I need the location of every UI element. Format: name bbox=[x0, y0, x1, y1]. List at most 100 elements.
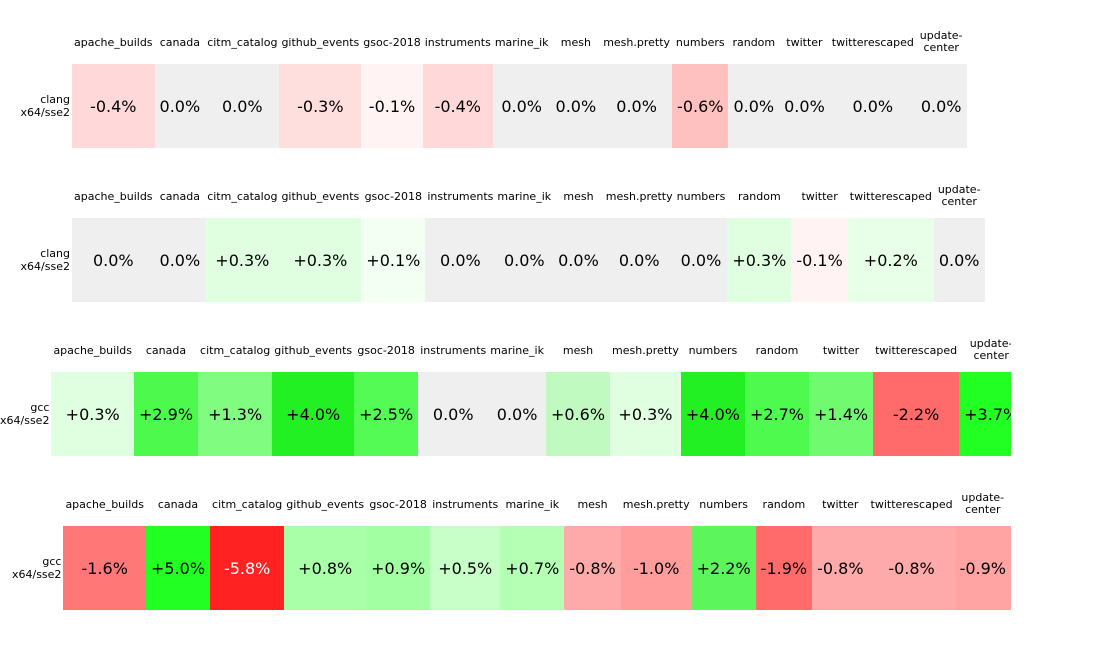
value-row: gcc x64/sse2 -1.6% +5.0% -5.8% +0.8% +0.9% +0.… bbox=[0, 526, 1011, 610]
column-header: gsoc-2018 bbox=[364, 189, 423, 203]
cell: 0.0% bbox=[488, 372, 546, 456]
cell: +0.1% bbox=[361, 218, 426, 302]
cell: +0.2% bbox=[847, 218, 934, 302]
header-row: apache_builds canada citm_catalog github_ev… bbox=[0, 30, 967, 64]
cell: +2.7% bbox=[744, 372, 810, 456]
cell: -0.4% bbox=[72, 64, 155, 148]
column-header: citm_catalog bbox=[200, 343, 271, 357]
cell: 0.0% bbox=[550, 64, 602, 148]
cell: -0.9% bbox=[954, 526, 1011, 610]
column-header: canada bbox=[145, 343, 187, 357]
cell: 0.0% bbox=[495, 218, 554, 302]
column-header: update-center bbox=[961, 491, 1005, 516]
column-header: random bbox=[732, 35, 776, 49]
column-header: mesh.pretty bbox=[612, 343, 679, 357]
corner bbox=[0, 30, 72, 64]
header-row: apache_builds canada citm_catalog github_ev… bbox=[0, 184, 985, 218]
column-header: gsoc-2018 bbox=[369, 497, 427, 511]
column-header: numbers bbox=[688, 343, 738, 357]
cell: 0.0% bbox=[205, 64, 280, 148]
cell: 0.0% bbox=[601, 64, 673, 148]
cell: 0.0% bbox=[492, 64, 551, 148]
cell: -1.9% bbox=[755, 526, 813, 610]
cell: +0.5% bbox=[430, 526, 501, 610]
cell: +2.2% bbox=[691, 526, 756, 610]
column-header: apache_builds bbox=[74, 189, 153, 203]
column-header: update-center bbox=[969, 337, 1011, 362]
cell: 0.0% bbox=[779, 64, 830, 148]
row-label: clang x64/sse2 bbox=[20, 93, 70, 119]
cell: -0.6% bbox=[672, 64, 729, 148]
column-header: twitter bbox=[822, 497, 859, 511]
corner bbox=[0, 492, 63, 526]
cell: 0.0% bbox=[154, 218, 206, 302]
row-label: gcc x64/sse2 bbox=[11, 555, 62, 581]
column-header: random bbox=[762, 497, 806, 511]
cell: -1.6% bbox=[63, 526, 146, 610]
column-header: instruments bbox=[432, 497, 499, 511]
cell: +0.3% bbox=[51, 372, 134, 456]
column-header: numbers bbox=[699, 497, 748, 511]
column-header: mesh bbox=[560, 35, 591, 49]
row-block: apache_builds canada citm_catalog github_ev… bbox=[0, 184, 985, 302]
cell: -2.2% bbox=[873, 372, 960, 456]
column-header: random bbox=[738, 189, 781, 203]
column-header: marine_ik bbox=[497, 189, 552, 203]
cell: -0.4% bbox=[422, 64, 493, 148]
header-row: apache_builds canada citm_catalog github_ev… bbox=[0, 492, 1011, 526]
column-header: twitterescaped bbox=[831, 35, 914, 49]
row-label: gcc x64/sse2 bbox=[0, 401, 50, 427]
cell: -0.8% bbox=[812, 526, 869, 610]
value-row: gcc x64/sse2 +0.3% +2.9% +1.3% +4.0% +2.5% 0.0… bbox=[0, 372, 1011, 456]
column-header: mesh bbox=[563, 189, 594, 203]
column-header: github_events bbox=[286, 497, 365, 511]
column-header: apache_builds bbox=[74, 35, 153, 49]
cell: +2.5% bbox=[354, 372, 419, 456]
cell: +0.7% bbox=[500, 526, 565, 610]
cell: +3.7% bbox=[959, 372, 1011, 456]
column-header: github_events bbox=[281, 35, 360, 49]
cell: +0.3% bbox=[279, 218, 362, 302]
column-header: marine_ik bbox=[490, 343, 544, 357]
column-header: canada bbox=[159, 35, 200, 49]
cell: 0.0% bbox=[728, 64, 780, 148]
column-header: mesh bbox=[577, 497, 608, 511]
column-header: citm_catalog bbox=[207, 189, 278, 203]
column-header: github_events bbox=[274, 343, 353, 357]
column-header: canada bbox=[159, 189, 200, 203]
column-header: twitter bbox=[801, 189, 838, 203]
column-header: update-center bbox=[937, 183, 981, 208]
column-header: citm_catalog bbox=[212, 497, 283, 511]
row-label: clang x64/sse2 bbox=[20, 247, 70, 273]
cell: 0.0% bbox=[915, 64, 967, 148]
cell: -0.1% bbox=[791, 218, 848, 302]
column-header: mesh.pretty bbox=[603, 35, 671, 49]
cell: +0.8% bbox=[284, 526, 367, 610]
column-header: apache_builds bbox=[65, 497, 144, 511]
cell: +0.3% bbox=[727, 218, 792, 302]
column-header: numbers bbox=[676, 189, 726, 203]
cell: +4.0% bbox=[272, 372, 355, 456]
header-row: apache_builds canada citm_catalog github_ev… bbox=[0, 338, 1011, 372]
cell: 0.0% bbox=[154, 64, 206, 148]
column-header: gsoc-2018 bbox=[357, 343, 415, 357]
cell: 0.0% bbox=[933, 218, 985, 302]
cell: -0.8% bbox=[564, 526, 621, 610]
heatmap: apache_builds canada citm_catalog github_ev… bbox=[0, 30, 1011, 646]
cell: -5.8% bbox=[210, 526, 285, 610]
corner bbox=[0, 338, 51, 372]
cell: 0.0% bbox=[674, 218, 728, 302]
row-block: apache_builds canada citm_catalog github_ev… bbox=[0, 30, 967, 148]
value-row: clang x64/sse2 0.0% 0.0% +0.3% +0.3% +0.1% 0.0… bbox=[0, 218, 985, 302]
cell: 0.0% bbox=[553, 218, 604, 302]
column-header: instruments bbox=[427, 189, 494, 203]
column-header: mesh.pretty bbox=[622, 497, 690, 511]
cell: -0.8% bbox=[868, 526, 955, 610]
cell: +4.0% bbox=[680, 372, 745, 456]
column-header: twitter bbox=[822, 343, 860, 357]
cell: -1.0% bbox=[620, 526, 692, 610]
cell: 0.0% bbox=[418, 372, 489, 456]
column-header: gsoc-2018 bbox=[363, 35, 421, 49]
column-header: update-center bbox=[919, 30, 963, 54]
